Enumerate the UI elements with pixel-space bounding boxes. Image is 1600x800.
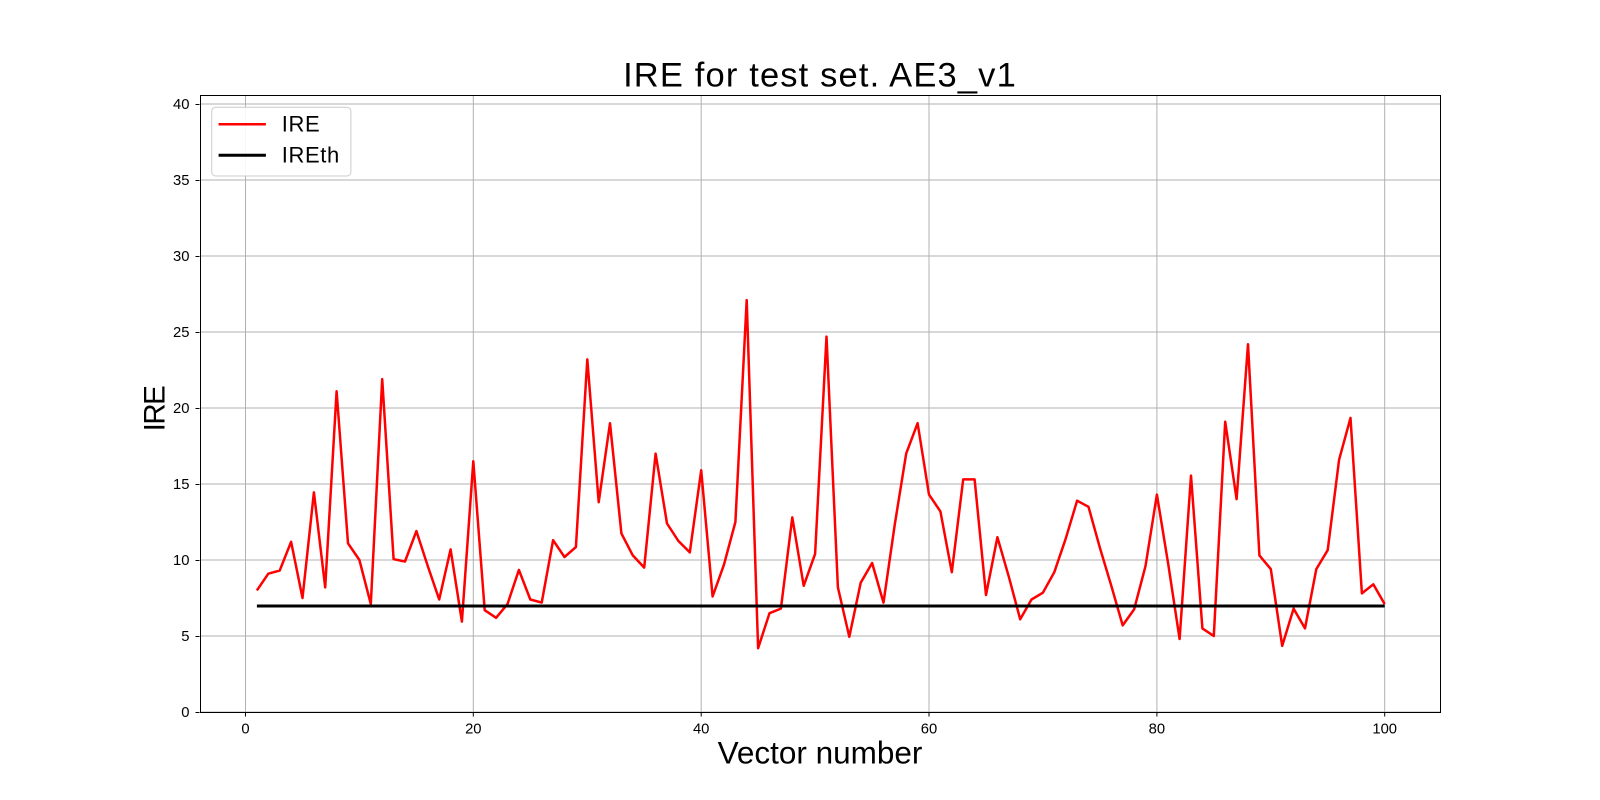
svg-text:30: 30	[173, 249, 189, 265]
svg-text:10: 10	[173, 553, 189, 569]
svg-text:Vector number: Vector number	[718, 735, 923, 771]
svg-text:80: 80	[1149, 722, 1165, 738]
svg-text:60: 60	[921, 722, 937, 738]
svg-text:35: 35	[173, 173, 189, 189]
svg-text:25: 25	[173, 325, 189, 341]
svg-text:0: 0	[181, 705, 189, 721]
svg-text:15: 15	[173, 477, 189, 493]
svg-text:20: 20	[465, 722, 481, 738]
svg-text:40: 40	[173, 97, 189, 113]
svg-text:IRE for test set. AE3_v1: IRE for test set. AE3_v1	[623, 57, 1017, 95]
svg-text:0: 0	[241, 722, 249, 738]
svg-text:5: 5	[181, 629, 189, 645]
svg-text:40: 40	[693, 722, 709, 738]
svg-text:20: 20	[173, 401, 189, 417]
svg-text:IRE: IRE	[282, 112, 320, 137]
svg-text:IREth: IREth	[282, 143, 340, 168]
svg-text:IRE: IRE	[139, 386, 172, 432]
svg-text:100: 100	[1372, 722, 1397, 738]
